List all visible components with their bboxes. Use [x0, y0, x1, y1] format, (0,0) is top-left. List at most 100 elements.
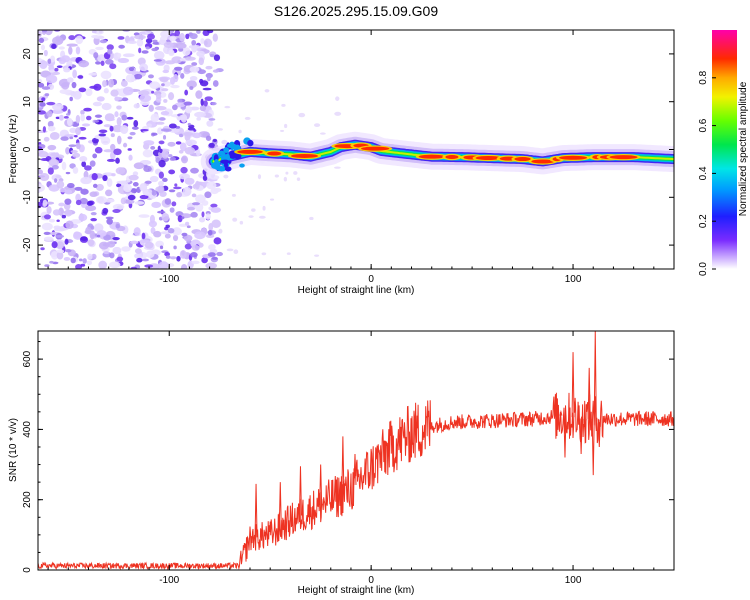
spectrogram-noise-blob [63, 115, 69, 119]
spectrogram-noise-blob [85, 88, 93, 97]
spectrogram-noise-blob [61, 82, 70, 90]
spectrogram-noise-blob [185, 139, 197, 146]
spectrogram-y-tick-label: 20 [22, 48, 33, 60]
spectrogram-noise-blob [180, 106, 187, 110]
spectrogram-noise-blob [116, 117, 122, 126]
spectrogram-noise-blob [185, 221, 190, 226]
spectrogram-noise-blob [130, 266, 138, 269]
colorbar-tick-label: 0.4 [698, 166, 709, 180]
spectrogram-noise-blob [97, 54, 106, 63]
spectrogram-noise-blob [134, 253, 142, 259]
spectrogram-noise-blob [262, 205, 266, 211]
spectrogram-noise-blob [156, 210, 166, 214]
spectrogram-noise-blob [95, 183, 104, 191]
spectrogram-noise-blob [175, 42, 187, 49]
spectrogram-noise-blob [64, 209, 73, 217]
spectrogram-noise-blob [38, 184, 45, 193]
spectrogram-noise-blob [199, 105, 207, 112]
spectrogram-noise-blob [46, 110, 53, 118]
spectrogram-noise-region [38, 30, 342, 269]
spectrogram-track-hotspot [475, 155, 501, 160]
spectrogram-noise-blob [56, 249, 65, 254]
spectrogram-x-axis: -100 0 100 [47, 30, 675, 285]
spectrogram-noise-blob [105, 118, 115, 122]
spectrogram-noise-blob [172, 74, 179, 83]
colorbar-tick-label: 0.2 [698, 214, 709, 228]
spectrogram-noise-blob [66, 59, 73, 69]
spectrogram-noise-blob [181, 216, 185, 220]
spectrogram-noise-blob [296, 177, 301, 181]
spectrogram-noise-blob [233, 249, 239, 254]
spectrogram-noise-blob [120, 80, 128, 87]
spectrogram-noise-blob [91, 137, 99, 144]
spectrogram-noise-blob [58, 57, 67, 65]
spectrogram-track-hotspot [267, 151, 282, 156]
spectrogram-noise-blob [191, 260, 200, 265]
spectrogram-noise-blob [189, 86, 194, 90]
spectrogram-noise-blob [115, 167, 126, 175]
spectrogram-noise-blob [51, 241, 58, 249]
spectrogram-noise-blob [161, 212, 170, 222]
spectrogram-noise-blob [155, 121, 165, 125]
spectrogram-noise-blob [72, 69, 78, 79]
spectrogram-noise-blob [122, 142, 128, 148]
spectrogram-noise-blob [39, 102, 46, 107]
spectrogram-noise-blob [320, 132, 326, 135]
spectrogram-track-blob [220, 159, 230, 164]
spectrogram-noise-blob [226, 248, 234, 252]
spectrogram-noise-blob [98, 129, 108, 134]
spectrogram-noise-blob [65, 220, 74, 230]
spectrogram-noise-blob [168, 169, 176, 175]
spectrogram-noise-blob [202, 174, 208, 181]
spectrogram-noise-blob [187, 127, 196, 131]
spectrogram-x-label: Height of straight line (km) [298, 285, 415, 296]
spectrogram-noise-blob [71, 81, 77, 89]
spectrogram-noise-blob [55, 116, 61, 120]
spectrogram-noise-blob [108, 261, 121, 269]
spectrogram-noise-blob [168, 49, 175, 57]
spectrogram-noise-blob [261, 252, 267, 256]
spectrogram-noise-blob [151, 201, 162, 208]
spectrogram-noise-blob [211, 256, 218, 260]
spectrogram-noise-blob [168, 123, 177, 129]
spectrogram-noise-blob [174, 30, 181, 37]
spectrogram-noise-blob [191, 39, 197, 46]
spectrogram-noise-blob [196, 30, 201, 34]
spectrogram-noise-blob [232, 217, 238, 222]
spectrogram-noise-blob [81, 161, 87, 168]
spectrogram-noise-blob [108, 79, 115, 88]
spectrogram-noise-blob [172, 234, 179, 242]
snr-spike [278, 482, 282, 528]
spectrogram-noise-blob [40, 44, 46, 51]
spectrogram-noise-blob [239, 220, 244, 225]
spectrogram-noise-blob [121, 97, 129, 102]
spectrogram-y-axis: -20 -10 0 10 20 [22, 34, 674, 265]
spectrogram-x-tick-label: -100 [159, 274, 179, 285]
spectrogram-noise-blob [133, 162, 145, 170]
spectrogram-noise-blob [70, 150, 78, 154]
spectrogram-noise-blob [64, 198, 72, 205]
spectrogram-noise-blob [112, 203, 125, 210]
spectrogram-track-hotspot [514, 157, 531, 162]
spectrogram-noise-blob [187, 206, 196, 211]
spectrogram-noise-blob [39, 60, 48, 69]
spectrogram-track-hotspot [558, 155, 588, 160]
spectrogram-noise-blob [65, 171, 71, 175]
spectrogram-noise-blob [184, 146, 196, 155]
spectrogram-noise-blob [180, 263, 188, 269]
spectrogram-noise-blob [209, 53, 215, 58]
spectrogram-noise-blob [199, 80, 209, 87]
spectrogram-y-tick-label: 10 [22, 96, 33, 108]
snr-plot-area [38, 331, 674, 570]
spectrogram-noise-blob [212, 69, 220, 73]
snr-spike [591, 418, 595, 476]
spectrogram-y-label: Frequency (Hz) [8, 115, 19, 184]
spectrogram-noise-blob [122, 53, 135, 58]
spectrogram-noise-blob [144, 264, 154, 268]
spectrogram-noise-blob [106, 158, 116, 162]
colorbar-tick-label: 0.8 [698, 70, 709, 84]
spectrogram-noise-blob [48, 158, 60, 167]
spectrogram-noise-blob [264, 89, 270, 93]
spectrogram-noise-blob [41, 86, 51, 90]
